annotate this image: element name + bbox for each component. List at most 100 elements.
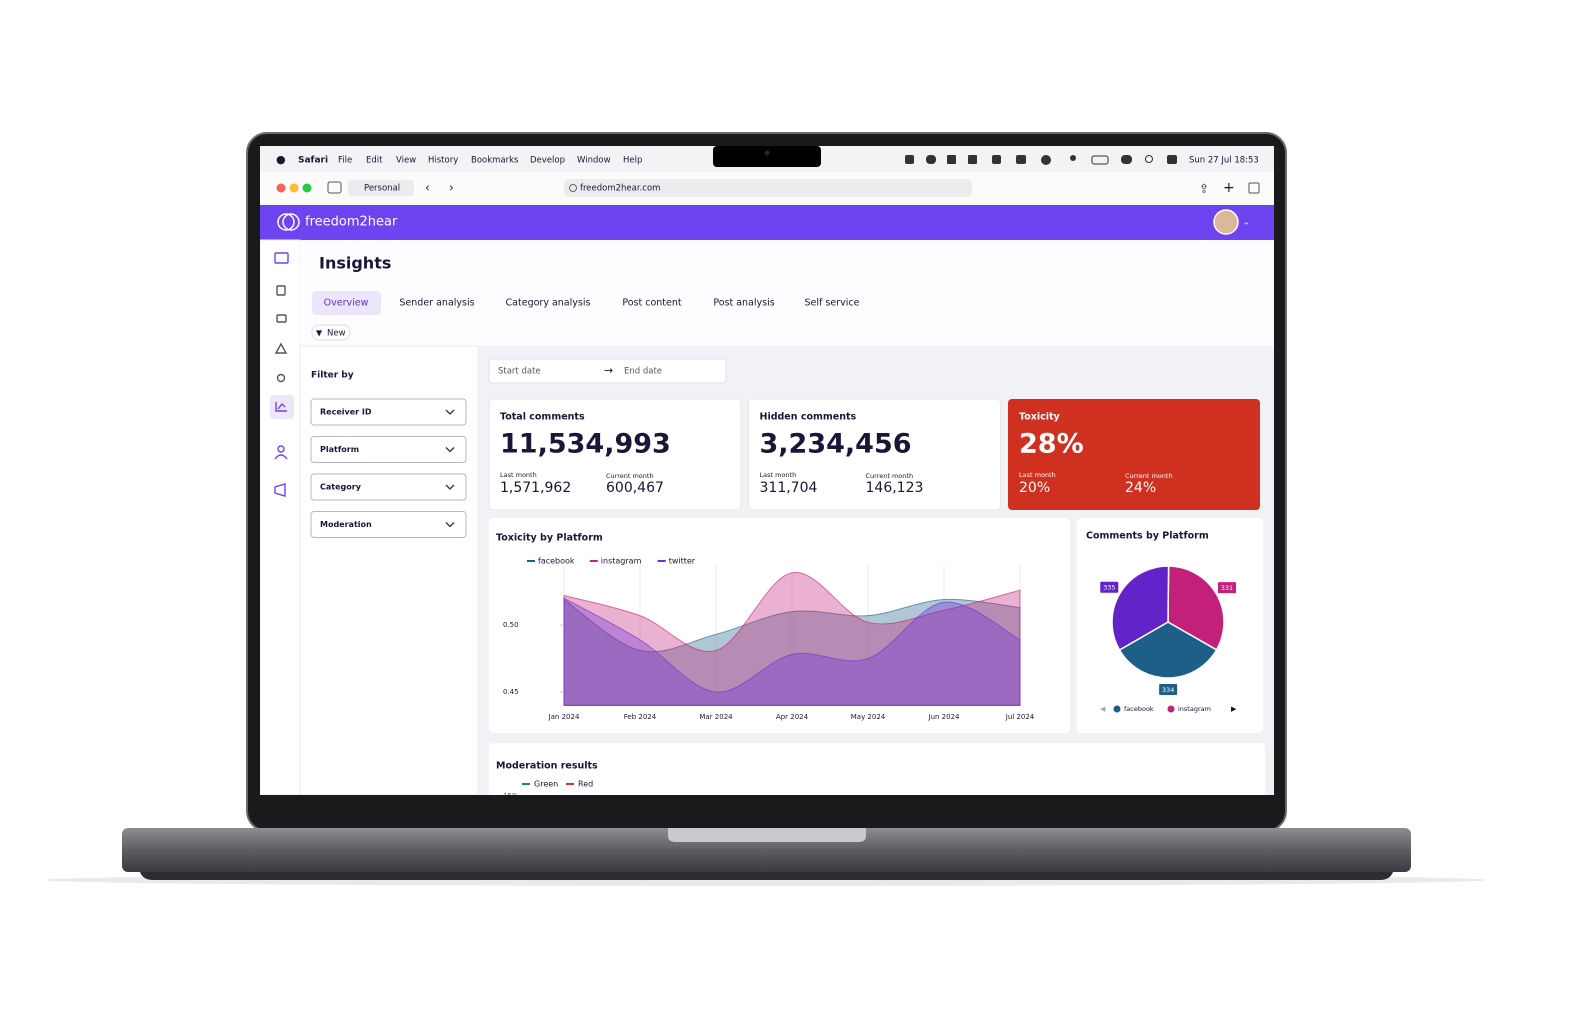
minimize-button[interactable] (289, 183, 299, 193)
tab[interactable]: Overview (324, 298, 369, 309)
tab[interactable]: Post analysis (713, 298, 774, 309)
menu-item[interactable]: View (396, 156, 416, 166)
card-sub-label: Last month (760, 471, 797, 479)
header (300, 240, 1274, 346)
x-tick-label: Jun 2024 (928, 713, 961, 721)
pie-slice[interactable] (1111, 565, 1170, 652)
sidebar-icons[interactable] (274, 252, 289, 497)
area (563, 598, 1021, 706)
zoom-button[interactable] (302, 183, 312, 193)
card-sub-label: Current month (606, 472, 654, 480)
date-range[interactable] (488, 358, 727, 384)
new-label[interactable]: New (327, 329, 346, 339)
back-button[interactable]: ‹ (425, 181, 430, 195)
card-sub-value: 600,467 (606, 480, 664, 496)
legend-label[interactable]: facebook (538, 557, 575, 566)
card-sub-value: 24% (1125, 480, 1156, 496)
legend-label[interactable]: facebook (1124, 705, 1154, 713)
card-sub-value: 1,571,962 (500, 480, 571, 496)
card-sub-label: Last month (500, 471, 537, 479)
card-sub-label: Last month (1019, 471, 1056, 479)
card-value: 3,234,456 (760, 429, 912, 460)
menu-item[interactable]: Window (577, 156, 611, 166)
menu-item[interactable]: Help (623, 156, 642, 166)
tab[interactable]: Category analysis (506, 298, 591, 309)
chart-card (489, 518, 1070, 733)
legend-label[interactable]: Red (578, 780, 593, 789)
tab[interactable]: Post content (622, 298, 682, 309)
card-sub-label: Current month (1125, 472, 1173, 480)
tab[interactable]: Sender analysis (399, 298, 474, 309)
card-title: Toxicity (1019, 412, 1061, 423)
legend-swatch (1113, 705, 1121, 713)
legend-label[interactable]: instagram (1178, 705, 1211, 713)
chevron (445, 409, 455, 415)
card-title: Hidden comments (760, 412, 857, 423)
filter-icon: ▼ (316, 329, 323, 338)
forward-button[interactable]: › (449, 181, 454, 195)
filter-dropdown[interactable] (310, 473, 467, 501)
tab[interactable]: Self service (805, 298, 860, 309)
filter-dropdown[interactable] (310, 511, 467, 538)
start-date[interactable]: Start date (498, 367, 541, 377)
filter-label[interactable]: Receiver ID (320, 408, 372, 417)
value-label-box (1100, 581, 1119, 593)
y-tick-label: 0.45 (503, 688, 519, 696)
profile-label[interactable]: Personal (364, 184, 400, 194)
card-sub-value: 20% (1019, 480, 1050, 496)
status-icons (905, 155, 1177, 165)
menu-item[interactable]: History (428, 156, 458, 166)
date-arrow: → (604, 364, 613, 377)
address-bar[interactable] (564, 179, 972, 197)
laptop-base (122, 828, 1411, 872)
filter-label[interactable]: Category (320, 483, 362, 492)
chevron (445, 522, 455, 528)
apple-logo: ● (276, 153, 286, 166)
share-button[interactable]: ⇪ (1199, 182, 1209, 196)
close-button[interactable] (276, 183, 286, 193)
end-date[interactable]: End date (624, 367, 662, 377)
menu-item[interactable]: File (338, 156, 352, 166)
new-tab-button[interactable]: + (1223, 180, 1235, 196)
filter-dropdown[interactable] (310, 398, 467, 426)
x-tick-label: Jan 2024 (548, 713, 580, 721)
brand[interactable]: freedom2hear (305, 215, 398, 230)
chart-title: Toxicity by Platform (496, 533, 603, 544)
laptop-edge (140, 872, 1393, 880)
camera-notch (713, 146, 821, 167)
stat-card (748, 398, 1001, 511)
menu-item[interactable]: Develop (530, 156, 565, 166)
filter-label[interactable]: Platform (320, 445, 359, 454)
card-value: 28% (1019, 429, 1084, 460)
x-tick-label: Jul 2024 (1005, 713, 1035, 721)
chart-title: Comments by Platform (1086, 531, 1209, 542)
menubar-app[interactable]: Safari (298, 156, 328, 166)
x-tick-label: Feb 2024 (624, 713, 657, 721)
legend-label[interactable]: instagram (601, 557, 642, 566)
legend-label[interactable]: twitter (669, 557, 696, 566)
menu-item[interactable]: Edit (366, 156, 383, 166)
clock: Sun 27 Jul 18:53 (1189, 156, 1259, 166)
legend-swatch (1167, 705, 1175, 713)
legend-next[interactable]: ▶ (1231, 705, 1237, 713)
filter-label[interactable]: Moderation (320, 520, 372, 529)
x-tick-label: Apr 2024 (776, 713, 809, 721)
profile-button[interactable] (348, 180, 414, 196)
sidebar-toggle[interactable] (327, 181, 342, 194)
tabs-button[interactable] (1248, 182, 1260, 194)
legend-prev[interactable]: ◀ (1100, 705, 1106, 713)
pie-slice[interactable] (1167, 565, 1225, 651)
chevron (445, 447, 455, 453)
card-sub-label: Current month (866, 472, 914, 480)
sidebar (260, 239, 301, 795)
new-button[interactable] (311, 324, 351, 341)
menu-item[interactable]: Bookmarks (471, 156, 519, 166)
url[interactable]: freedom2hear.com (580, 184, 660, 194)
legend-label[interactable]: Green (534, 780, 558, 789)
avatar-menu[interactable]: ⌄ (1243, 218, 1250, 227)
y-tick-label: 150 (503, 792, 516, 800)
app-bar (260, 205, 1274, 240)
filter-dropdown[interactable] (310, 436, 467, 463)
avatar[interactable] (1213, 209, 1239, 235)
